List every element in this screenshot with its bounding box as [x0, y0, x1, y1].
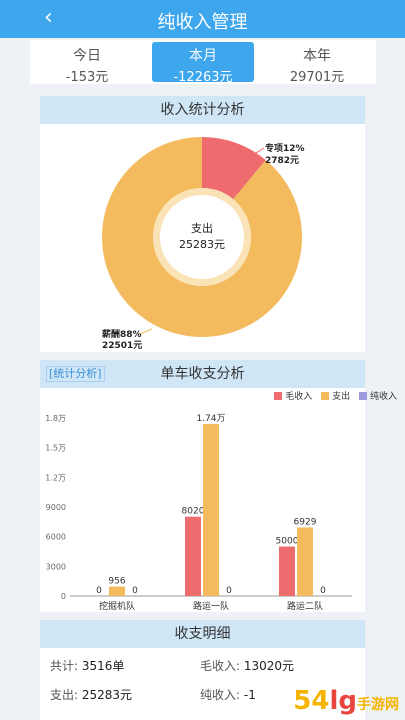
donut-hole: [160, 195, 244, 279]
y-tick-label: 1.8万: [45, 414, 66, 423]
expense-row: 支出: 25283元: [50, 686, 132, 703]
income-analysis-card: 收入统计分析 支出 25283元 专项12% 2782元 薪酬88% 22501…: [40, 96, 365, 352]
legend-swatch: [358, 392, 367, 400]
income-analysis-title: 收入统计分析: [40, 96, 365, 124]
x-category-label: 路运一队: [193, 600, 229, 612]
bar-支出: [109, 586, 125, 596]
y-tick-label: 9000: [46, 503, 66, 512]
legend-net: 纯收入: [358, 389, 397, 402]
x-category-label: 挖掘机队: [99, 600, 135, 612]
bar-data-label: 0: [96, 586, 102, 596]
y-tick-label: 6000: [46, 533, 66, 542]
bar-data-label: 0: [132, 586, 138, 596]
gross-label: 毛收入:: [200, 659, 241, 673]
watermark-letters: lg: [329, 686, 357, 716]
bar-data-label: 0: [320, 586, 326, 596]
legend-gross: 毛收入: [274, 389, 312, 402]
donut-center-value: 25283元: [179, 238, 225, 251]
bar-chart-legend: 毛收入 支出 纯收入: [268, 389, 397, 402]
net-label: 纯收入:: [200, 688, 241, 702]
total-row: 共计: 3516单: [50, 657, 124, 674]
bar-支出: [203, 423, 219, 596]
donut-slice-1: [202, 137, 266, 200]
tab-year[interactable]: 本年 29701元: [266, 42, 368, 85]
tab-label: 本月: [189, 48, 217, 64]
tab-label: 今日: [73, 48, 101, 64]
watermark-text: 手游网: [357, 697, 399, 713]
slice2-leader-line: [139, 328, 153, 335]
legend-gross-label: 毛收入: [285, 392, 313, 402]
vehicle-analysis-card: 单车收支分析 [统计分析] 0 3000 6000 9000 1.2万 1.5万 1.8万挖…: [40, 360, 365, 612]
tab-label: 本年: [303, 48, 331, 64]
bar-data-label: 8020: [182, 507, 205, 517]
app-header: ‹ 纯收入管理: [0, 0, 405, 38]
bar-支出: [297, 527, 313, 596]
donut-slices: [101, 137, 302, 337]
tab-value: 29701元: [289, 70, 345, 85]
bar-data-label: 1.74万: [196, 414, 225, 424]
slice1-leader-line: [247, 147, 265, 159]
tab-month[interactable]: 本月 -12263元: [152, 42, 254, 85]
slice1-amount: 2782元: [265, 155, 299, 166]
expense-label: 支出:: [50, 688, 79, 702]
gross-row: 毛收入: 13020元: [200, 657, 294, 674]
bar-毛收入: [279, 546, 295, 596]
tab-value: -12263元: [173, 70, 233, 85]
x-category-label: 路运二队: [287, 600, 323, 612]
tab-value: -153元: [65, 70, 109, 85]
tab-today[interactable]: 今日 -153元: [36, 42, 138, 85]
total-label: 共计:: [50, 659, 79, 673]
site-watermark-logo: 54lg手游网: [293, 686, 399, 716]
y-tick-label: 3000: [46, 562, 66, 571]
bar-data-label: 5000: [276, 537, 299, 547]
bar-data-label: 6929: [294, 517, 317, 527]
income-donut-chart: 支出 25283元 专项12% 2782元 薪酬88% 22501元: [101, 137, 305, 351]
statistics-analysis-link[interactable]: [统计分析]: [46, 366, 105, 382]
vehicle-analysis-heading: 单车收支分析: [160, 366, 245, 382]
back-arrow-icon[interactable]: ‹: [44, 5, 53, 30]
net-row: 纯收入: -1: [200, 686, 256, 703]
donut-center-label: 支出: [191, 221, 213, 235]
vehicle-analysis-title: 单车收支分析 [统计分析]: [40, 360, 365, 388]
slice2-label: 薪酬88%: [102, 328, 142, 340]
bar-data-label: 956: [108, 577, 125, 587]
legend-expense-label: 支出: [332, 392, 351, 402]
period-tabs: 今日 -153元 本月 -12263元 本年 29701元: [30, 40, 376, 85]
watermark-digits: 54: [293, 686, 330, 716]
bar-data-label: 0: [226, 586, 232, 596]
y-tick-label: 1.2万: [45, 473, 66, 482]
y-tick-label: 0: [61, 592, 66, 601]
slice2-amount: 22501元: [102, 340, 142, 351]
net-value: -1: [243, 688, 256, 702]
y-tick-label: 1.5万: [45, 444, 66, 453]
total-value: 3516单: [81, 659, 125, 673]
legend-expense: 支出: [321, 389, 350, 402]
details-title: 收支明细: [40, 620, 365, 648]
expense-value: 25283元: [81, 688, 133, 702]
gross-value: 13020元: [243, 659, 295, 673]
page-title: 纯收入管理: [157, 12, 248, 33]
legend-net-label: 纯收入: [369, 392, 397, 402]
slice1-label: 专项12%: [265, 142, 305, 154]
details-card: 收支明细 共计: 3516单 毛收入: 13020元 支出: 25283元 纯收…: [40, 620, 365, 720]
donut-slice-2: [101, 137, 302, 337]
legend-swatch: [274, 392, 283, 400]
bar-毛收入: [185, 516, 201, 596]
legend-swatch: [321, 392, 330, 400]
